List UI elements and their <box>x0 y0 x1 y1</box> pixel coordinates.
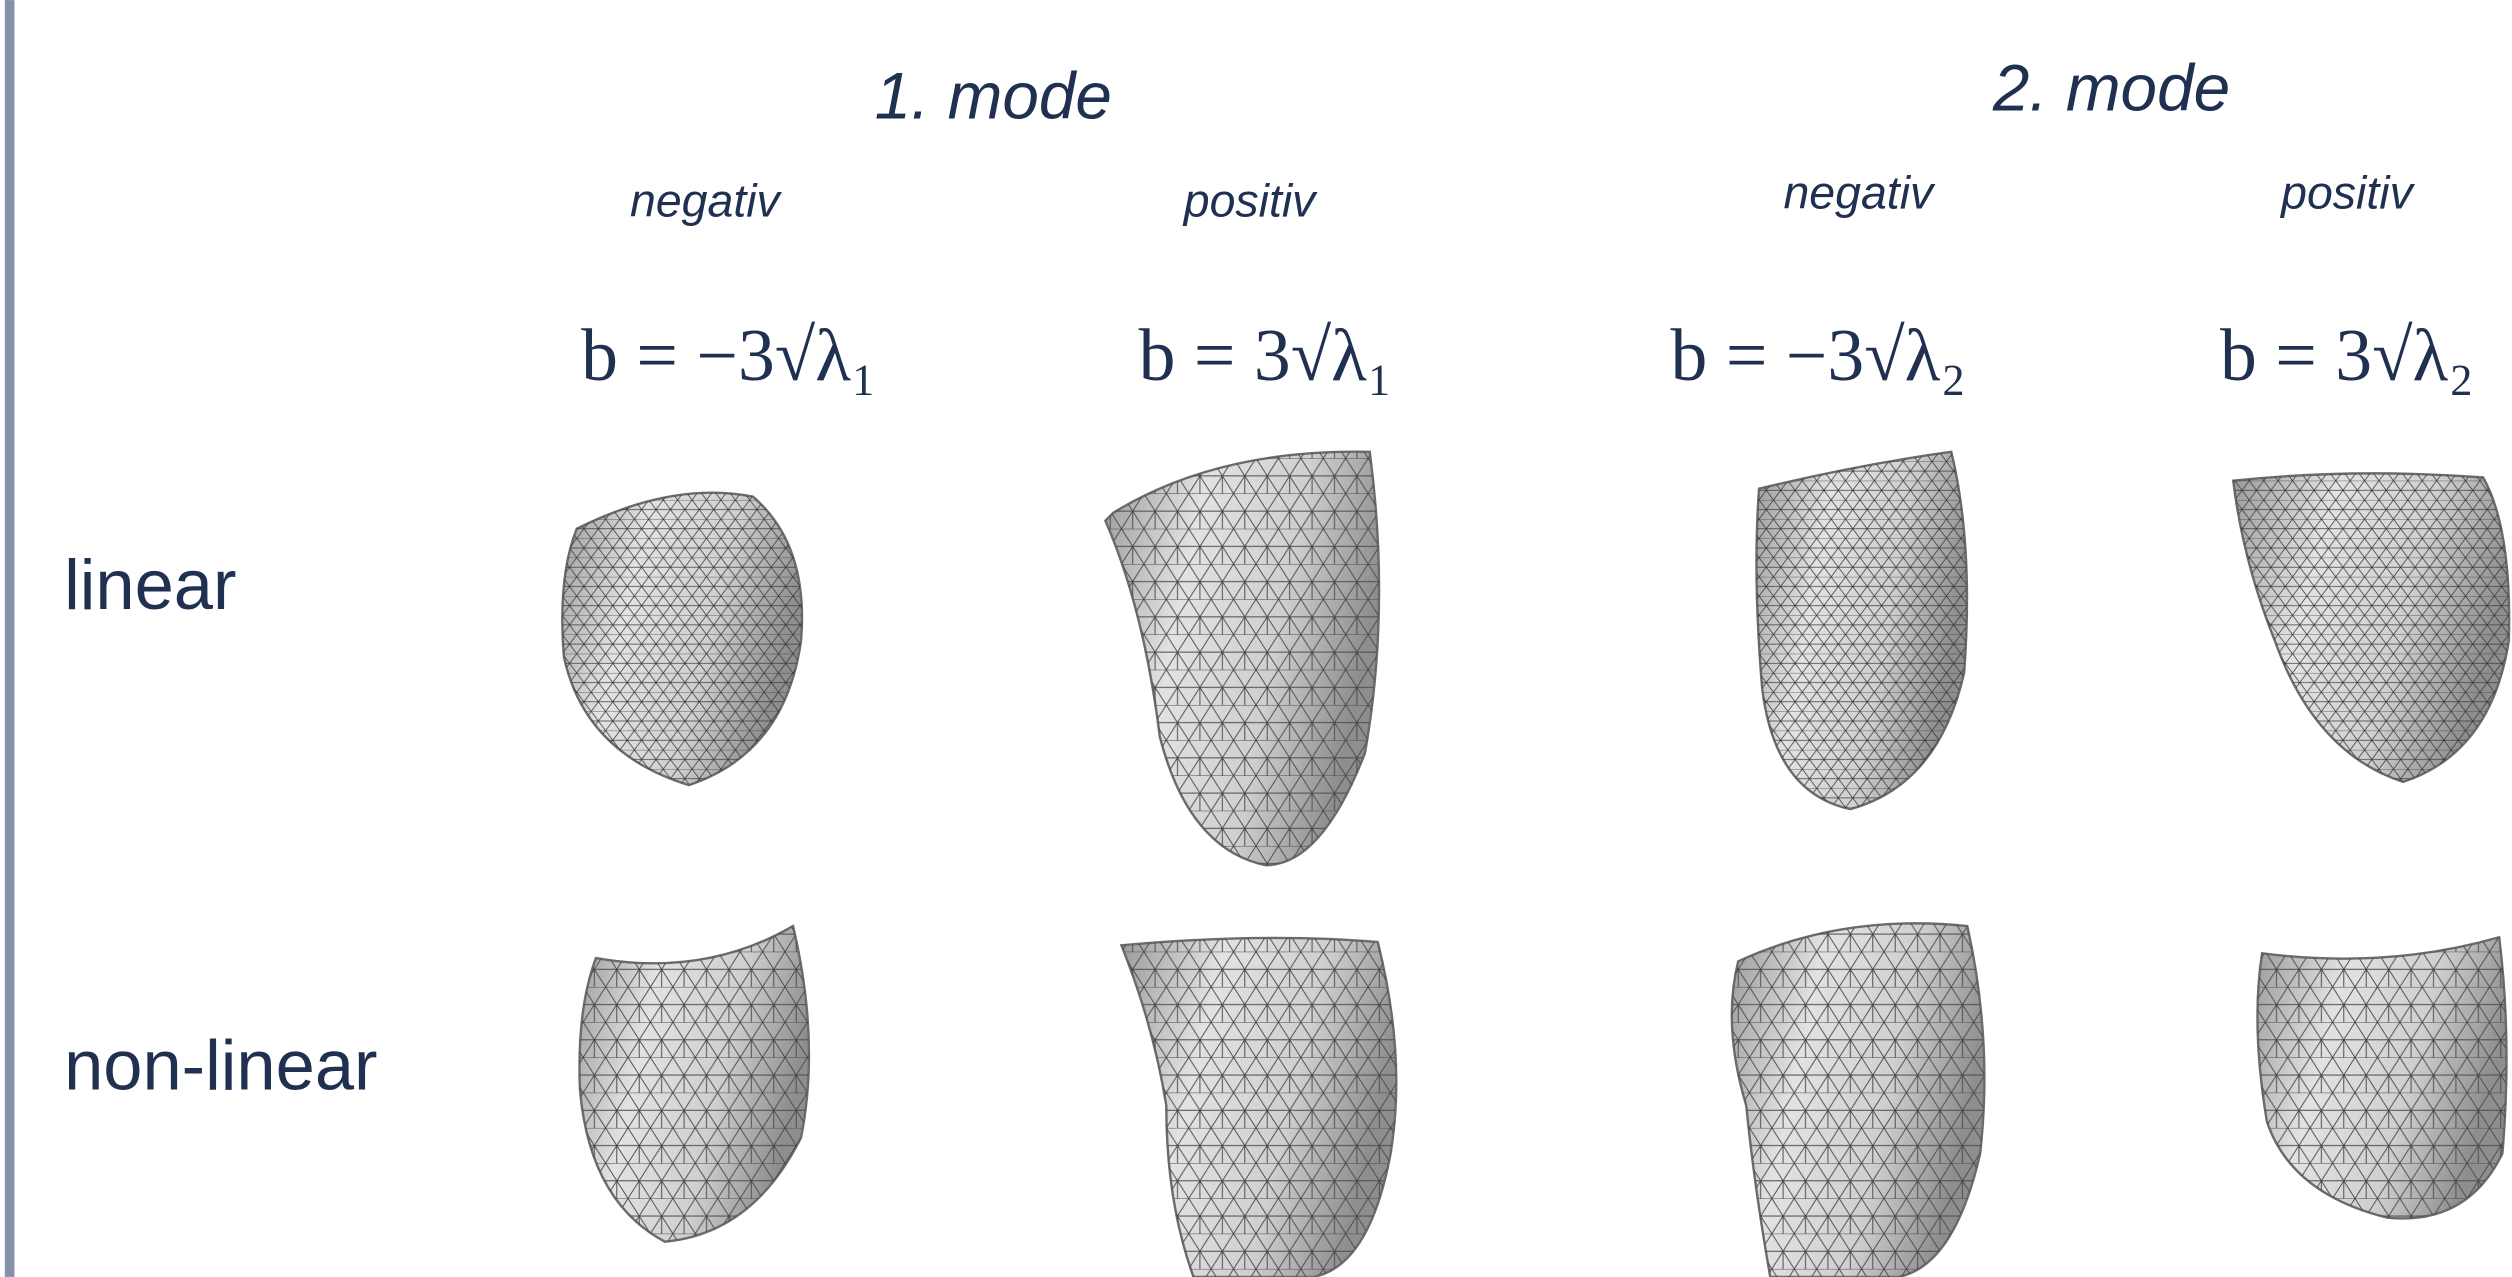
formula: b = 3√λ₁ <box>1139 314 1393 396</box>
mesh-shape <box>1105 452 1379 865</box>
meshes <box>562 452 2509 1277</box>
column-label: negativ <box>630 174 783 226</box>
slide: 1. mode negativ b = −3√λ₁ positiv b = 3√λ₁ 2.… <box>0 0 2512 1277</box>
mesh-shape <box>562 493 802 785</box>
column-label: negativ <box>1783 166 1936 218</box>
row-label: linear <box>64 545 236 624</box>
mesh-shape <box>2257 937 2506 1218</box>
column-label: positiv <box>1182 174 1318 226</box>
formula: b = −3√λ₂ <box>1671 314 1967 396</box>
row-label: non-linear <box>64 1025 377 1104</box>
mode-title: 2. mode <box>1992 52 2230 125</box>
left-bar <box>5 0 15 1277</box>
formula: b = −3√λ₁ <box>581 314 877 396</box>
mesh-shape <box>579 926 808 1242</box>
mesh-shape <box>1756 452 1967 809</box>
column-label: positiv <box>2279 166 2415 218</box>
formula: b = 3√λ₂ <box>2220 314 2474 396</box>
mesh-shape <box>1732 923 1985 1277</box>
mode-title: 1. mode <box>875 60 1112 133</box>
page: {"modes": [ {"title": "1. mode", "column… <box>0 0 2512 1277</box>
mesh-shape <box>1121 938 1396 1277</box>
mesh-shape <box>2233 473 2509 782</box>
